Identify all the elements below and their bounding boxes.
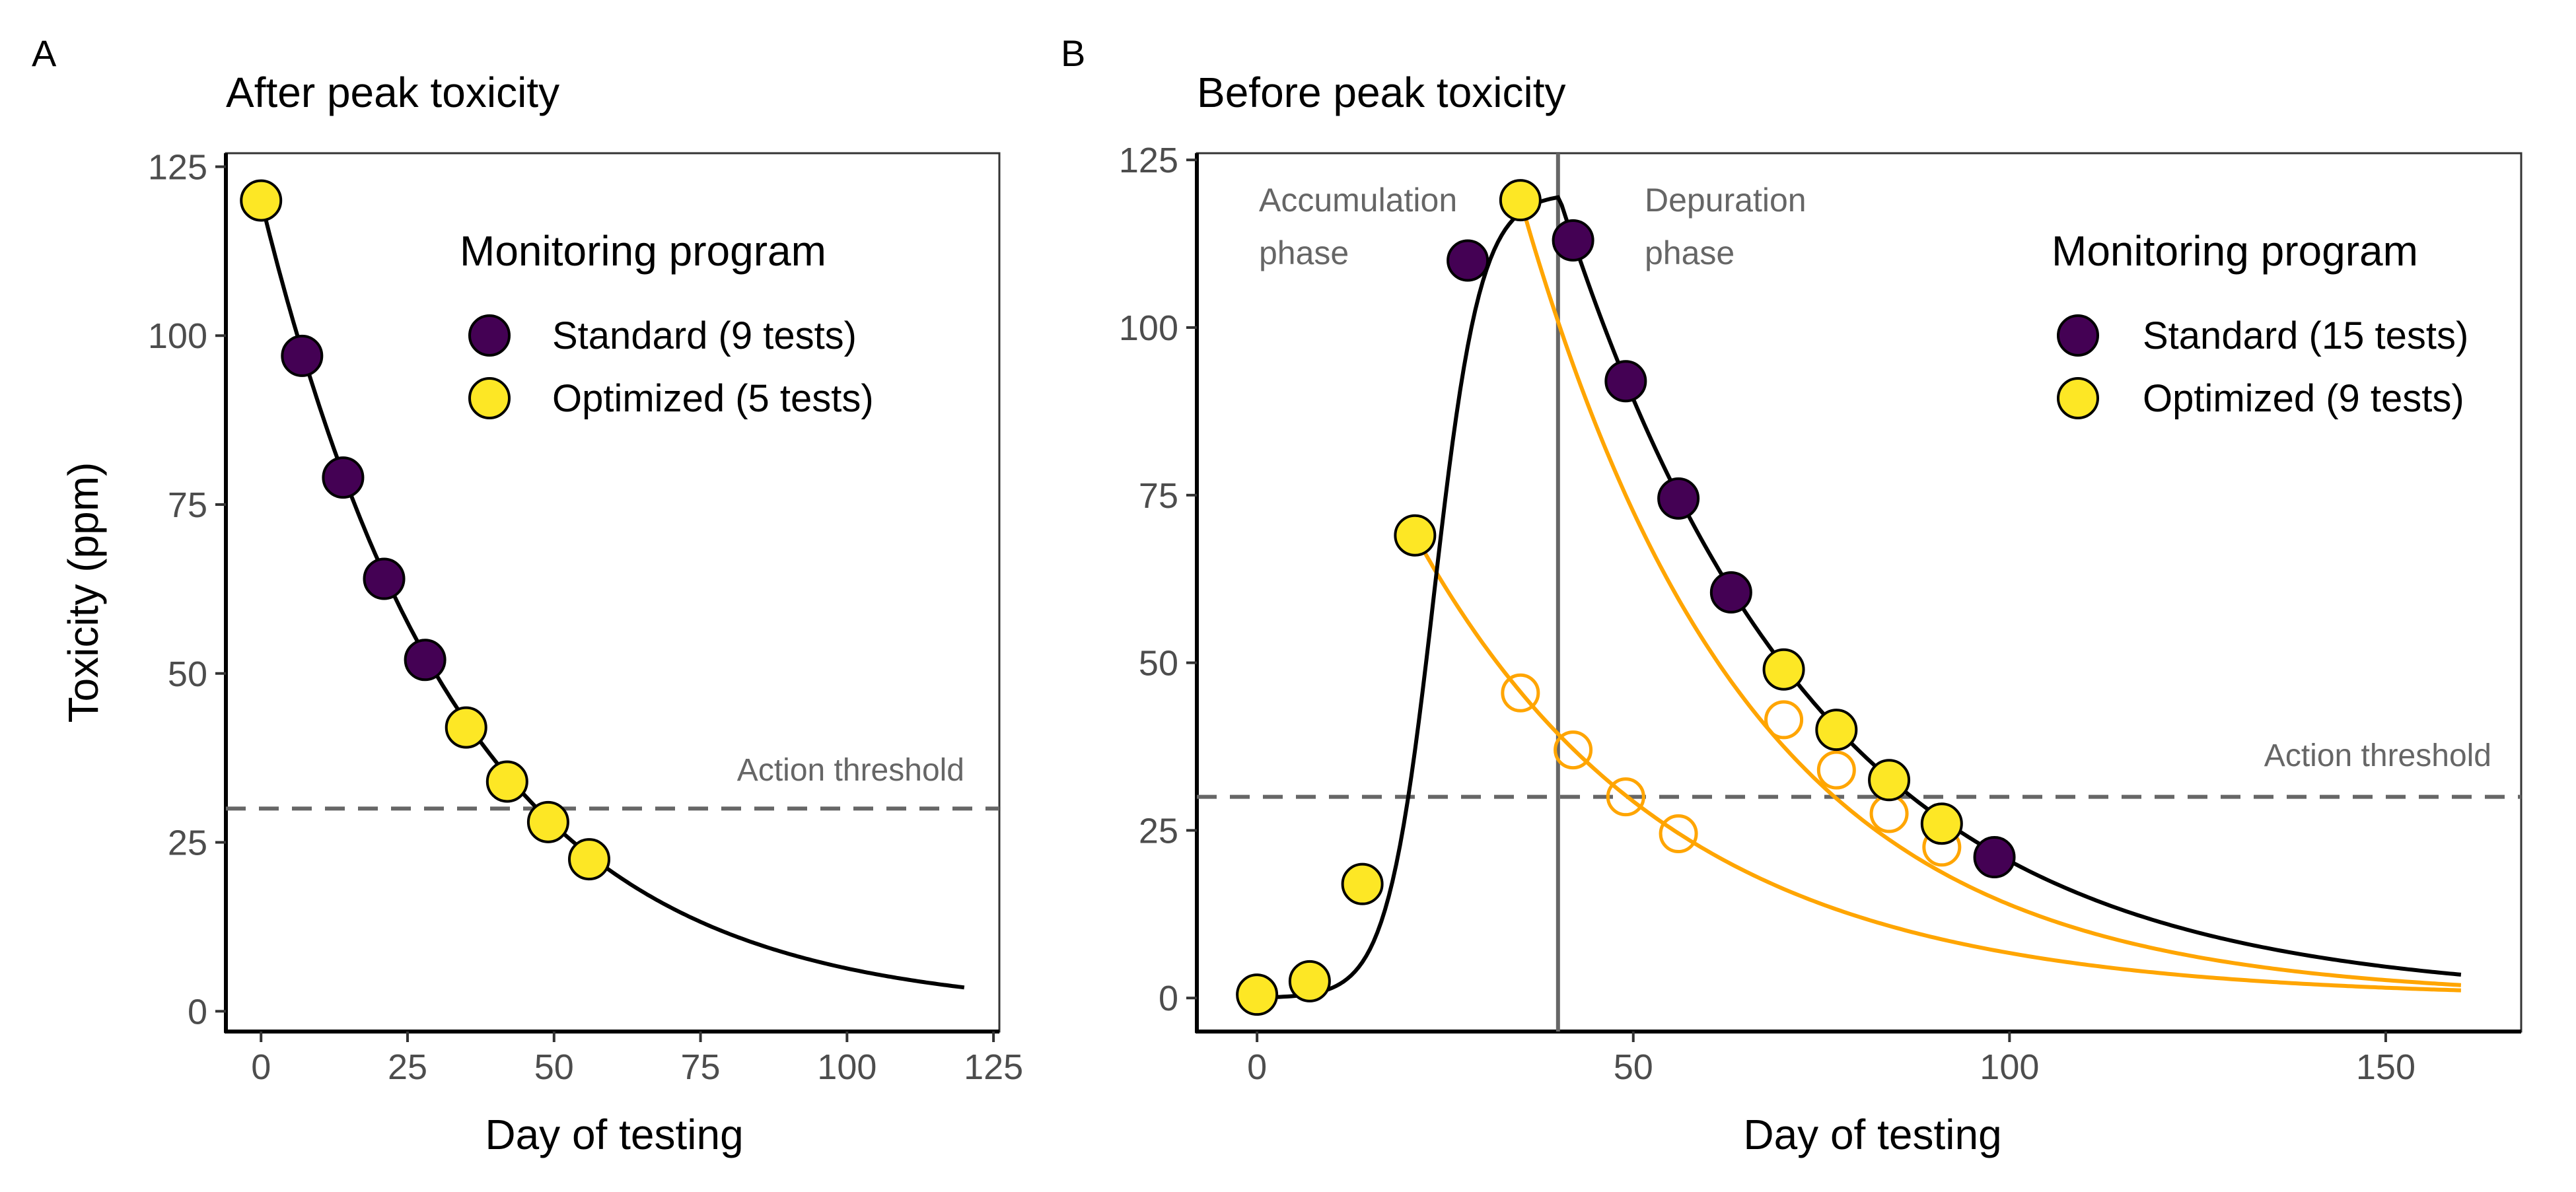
panel-b-y-tick-label: 100: [1119, 308, 1178, 348]
panel-b-legend-title: Monitoring program: [2052, 227, 2418, 275]
panel-b-optimized-point: [1236, 973, 1279, 1016]
panel-b-optimized-point: [1499, 179, 1542, 222]
panel-a-threshold-label: Action threshold: [737, 753, 964, 788]
panel-a-legend-label-standard: Standard (9 tests): [552, 314, 857, 357]
panel-b-optimized-point: [1815, 709, 1858, 752]
panel-b-standard-point: [1973, 836, 2016, 879]
panel-b-plot-frame: [1196, 152, 2522, 1033]
panel-a-y-tick-label: 0: [188, 992, 207, 1032]
panel-b-optimized-point: [1288, 960, 1331, 1002]
panel-a-x-tick-label: 100: [817, 1047, 877, 1087]
panel-b-x-tick-label: 50: [1614, 1047, 1653, 1087]
panel-a-x-tick-label: 50: [534, 1047, 574, 1087]
panel-a-legend-label-optimized: Optimized (5 tests): [552, 377, 874, 420]
phase-label-accumulation-line2: phase: [1259, 234, 1349, 271]
panel-b-optimized-point: [1762, 648, 1805, 691]
panel-b-standard-point: [1447, 239, 1489, 282]
panel-b-xlabel: Day of testing: [1743, 1111, 2001, 1158]
panel-a-optimized-point: [568, 838, 611, 881]
panel-b-legend-key-optimized: [2057, 377, 2099, 419]
panel-b-x-tick-label: 100: [1980, 1047, 2039, 1087]
panel-b-plot: 0 50 100 150 0 25 50 75 100 125: [1119, 141, 2522, 1087]
panel-b-x-tick-label: 0: [1247, 1047, 1267, 1087]
panel-b-forecast-point: [1606, 777, 1645, 817]
panel-a-optimized-point: [485, 760, 528, 803]
panel-b-forecast-point: [1816, 750, 1856, 790]
panel-b: B Before peak toxicity Day of testing Ac…: [1061, 32, 2522, 1158]
panel-a-y-tick-label: 100: [148, 316, 207, 356]
phase-label-depuration: Depuration phase: [1645, 182, 1816, 271]
panel-b-y-tick-label: 75: [1139, 476, 1178, 516]
panel-a-y-tick-label: 25: [168, 824, 207, 863]
panel-b-y-tick-label: 0: [1159, 979, 1178, 1018]
panel-a-optimized-point: [240, 179, 283, 222]
panel-b-forecast-curve-0: [1413, 534, 2461, 993]
phase-label-accumulation-line1: Accumulation: [1259, 182, 1457, 219]
panel-a: A After peak toxicity Day of testing Tox…: [32, 32, 1023, 1158]
panel-b-legend-label-optimized: Optimized (9 tests): [2143, 377, 2464, 420]
panel-a-optimized-point: [445, 706, 487, 749]
panel-a-plot: 0 25 50 75 100 125 0 25 50 75 100 125: [148, 147, 1023, 1087]
panel-a-x-tick-label: 75: [681, 1047, 721, 1087]
panel-a-ylabel: Toxicity (ppm): [59, 462, 107, 723]
panel-b-standard-point: [1604, 360, 1647, 403]
panel-b-optimized-point: [1920, 802, 1963, 845]
panel-b-standard-point: [1709, 571, 1752, 614]
panel-a-legend: Monitoring program Standard (9 tests) Op…: [460, 227, 874, 420]
panel-b-standard-point: [1657, 477, 1700, 520]
panel-b-fitted-curve: [1257, 195, 2462, 1000]
panel-b-legend-key-standard: [2057, 314, 2099, 357]
phase-label-accumulation: Accumulation phase: [1259, 182, 1466, 271]
panel-a-y-tick-label: 75: [168, 485, 207, 525]
panel-a-legend-title: Monitoring program: [460, 227, 826, 275]
panel-a-letter: A: [32, 32, 57, 74]
panel-b-standard-point: [1552, 219, 1594, 262]
panel-a-x-tick-label: 125: [964, 1047, 1023, 1087]
panel-a-standard-point: [363, 557, 406, 600]
panel-a-x-tick-label: 0: [251, 1047, 271, 1087]
panel-a-standard-point: [404, 639, 447, 682]
panel-a-optimized-point: [526, 800, 569, 843]
panel-b-forecast-point: [1659, 814, 1698, 853]
panel-a-legend-key-optimized: [468, 377, 511, 419]
panel-a-y-tick-label: 125: [148, 147, 207, 187]
panel-b-y-tick-label: 125: [1119, 141, 1178, 180]
panel-a-x-tick-label: 25: [388, 1047, 427, 1087]
panel-a-standard-point: [322, 456, 365, 499]
phase-label-depuration-line2: phase: [1645, 234, 1735, 271]
panel-b-forecast-point: [1554, 730, 1593, 770]
panel-a-y-tick-label: 50: [168, 654, 207, 694]
phase-label-depuration-line1: Depuration: [1645, 182, 1807, 219]
panel-b-y-tick-label: 50: [1139, 644, 1178, 684]
panel-b-x-tick-label: 150: [2356, 1047, 2415, 1087]
panel-a-plot-frame: [225, 152, 1001, 1033]
panel-b-title: Before peak toxicity: [1197, 69, 1566, 116]
panel-a-title: After peak toxicity: [226, 69, 559, 116]
panel-b-letter: B: [1061, 32, 1085, 74]
panel-b-optimized-point: [1341, 862, 1384, 905]
panel-b-optimized-point: [1394, 514, 1437, 557]
panel-b-threshold-label: Action threshold: [2264, 738, 2491, 773]
panel-a-legend-key-standard: [468, 314, 511, 357]
panel-a-standard-point: [281, 334, 324, 377]
panel-b-forecast-curve-1: [1519, 199, 2462, 987]
panel-b-legend-label-standard: Standard (15 tests): [2143, 314, 2468, 357]
panel-b-legend: Monitoring program Standard (15 tests) O…: [2052, 227, 2468, 420]
panel-b-forecast-point: [1764, 700, 1804, 740]
panel-a-xlabel: Day of testing: [485, 1111, 743, 1158]
panel-b-forecast-point: [1501, 673, 1540, 713]
panel-b-y-tick-label: 25: [1139, 811, 1178, 851]
panel-b-optimized-point: [1868, 759, 1911, 802]
